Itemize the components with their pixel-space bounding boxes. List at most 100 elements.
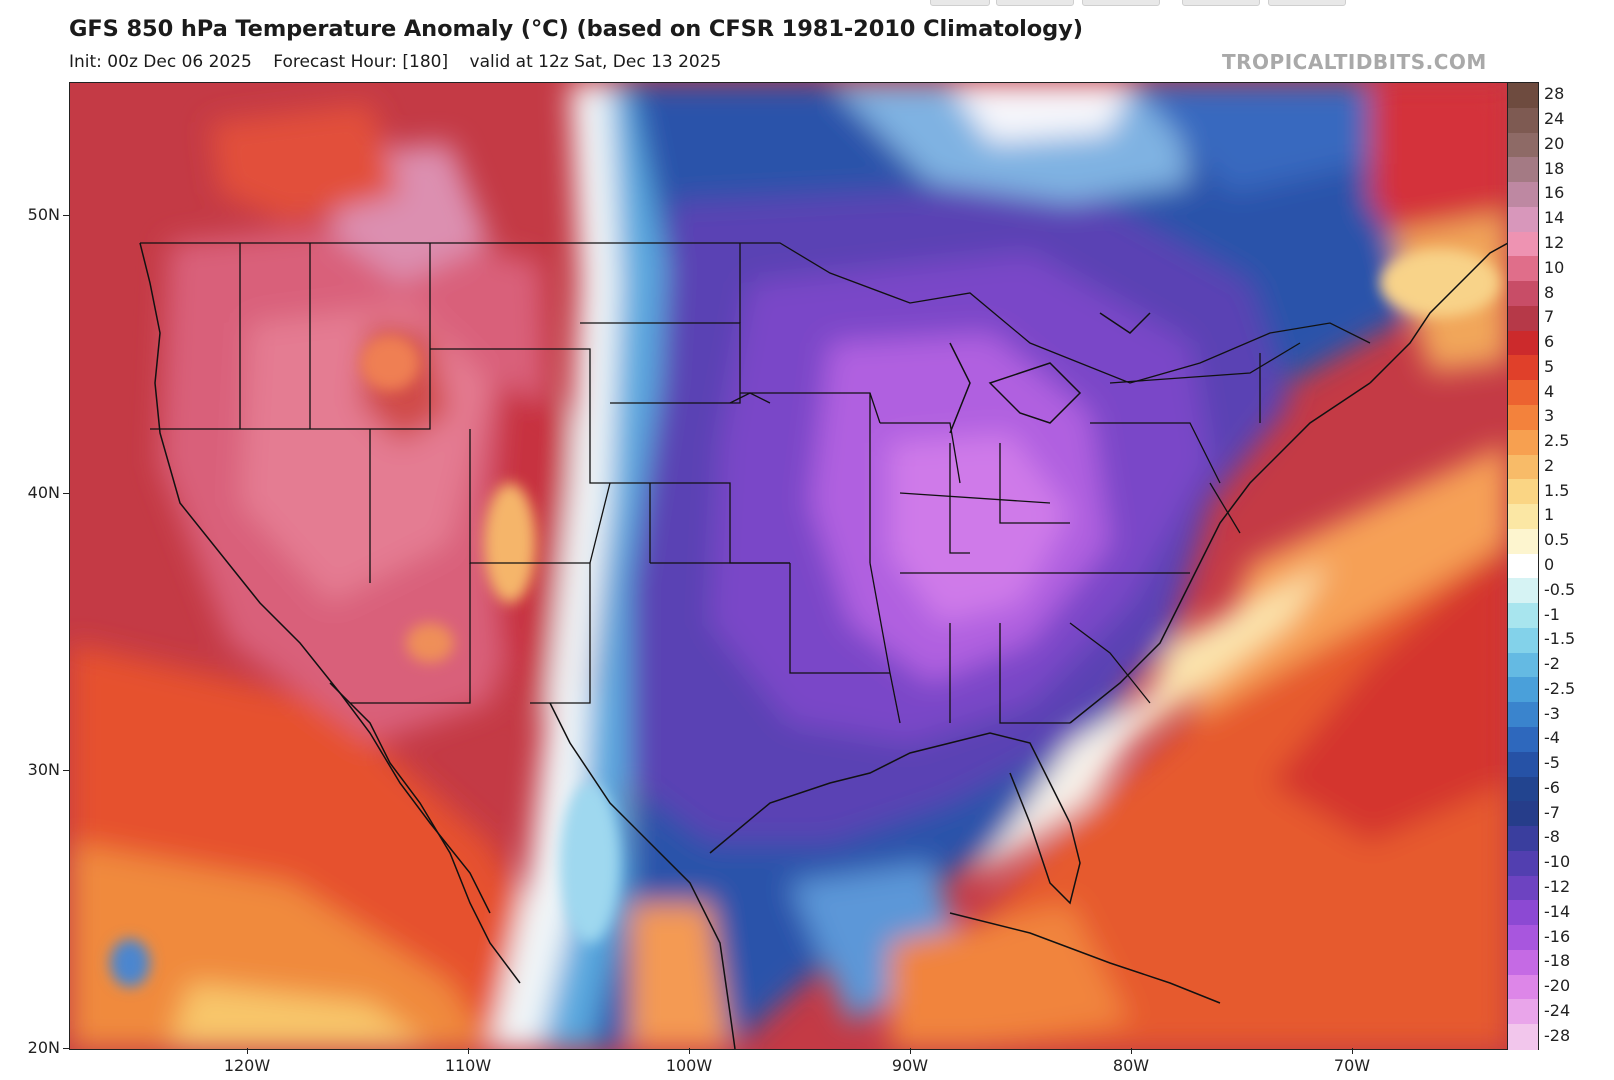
- colorbar-label: 5: [1544, 356, 1555, 376]
- colorbar-swatch: [1508, 603, 1538, 629]
- tab-stub[interactable]: [1268, 0, 1346, 6]
- colorbar-swatch: [1508, 702, 1538, 728]
- map-subtitle: Init: 00z Dec 06 2025 Forecast Hour: [18…: [69, 52, 737, 72]
- coastlines: [139, 242, 1508, 1049]
- colorbar-swatch: [1508, 578, 1538, 604]
- colorbar-label: -14: [1544, 901, 1571, 921]
- colorbar-swatch: [1508, 875, 1538, 901]
- tab-stub[interactable]: [1182, 0, 1260, 6]
- colorbar-label: -10: [1544, 852, 1571, 872]
- colorbar-label: -20: [1544, 976, 1571, 996]
- colorbar-label: 1: [1544, 505, 1555, 525]
- anomaly-map[interactable]: [69, 82, 1509, 1050]
- anomaly-detail: [110, 249, 1500, 987]
- colorbar-swatch: [1508, 553, 1538, 579]
- anomaly-field: [70, 83, 1508, 1049]
- colorbar-swatch: [1508, 974, 1538, 1001]
- colorbar-label: 2.5: [1544, 431, 1570, 451]
- colorbar-label: 24: [1544, 109, 1565, 129]
- lon-tick: [1131, 1048, 1132, 1054]
- tab-stub[interactable]: [996, 0, 1074, 6]
- colorbar-label: 0: [1544, 555, 1555, 574]
- colorbar-swatch: [1508, 1024, 1538, 1050]
- colorbar-swatch: [1508, 107, 1538, 134]
- colorbar-label: 7: [1544, 307, 1555, 327]
- lon-label-120w: 120W: [223, 1056, 271, 1075]
- colorbar-label: 28: [1544, 84, 1565, 104]
- colorbar-label: -4: [1544, 728, 1560, 748]
- init-time: Init: 00z Dec 06 2025: [69, 52, 252, 72]
- colorbar-label: -3: [1544, 703, 1560, 723]
- colorbar-swatch: [1508, 801, 1538, 827]
- lat-label-20n: 20N: [27, 1038, 60, 1057]
- colorbar-swatch: [1508, 999, 1538, 1025]
- colorbar-label: -0.5: [1544, 579, 1576, 599]
- colorbar-label: 8: [1544, 282, 1555, 302]
- colorbar-label: -2.5: [1544, 678, 1576, 698]
- colorbar-swatch: [1508, 429, 1538, 456]
- lon-label-110w: 110W: [444, 1056, 492, 1075]
- colorbar-swatch: [1508, 157, 1538, 183]
- colorbar-label: 12: [1544, 233, 1565, 252]
- colorbar-label: 4: [1544, 381, 1555, 401]
- lat-label-50n: 50N: [27, 205, 60, 224]
- colorbar-label: 0.5: [1544, 530, 1570, 550]
- lon-label-70w: 70W: [1333, 1056, 1371, 1075]
- colorbar-swatch: [1508, 949, 1538, 976]
- colorbar-swatch: [1508, 355, 1538, 381]
- colorbar-swatch: [1508, 652, 1538, 679]
- colorbar-label: 20: [1544, 133, 1565, 153]
- colorbar-swatch: [1508, 776, 1538, 802]
- colorbar-label: 14: [1544, 208, 1565, 228]
- colorbar-label: 1.5: [1544, 480, 1570, 500]
- colorbar-swatch: [1508, 206, 1538, 233]
- map-canvas: [70, 83, 1508, 1049]
- lat-tick: [63, 1048, 69, 1049]
- colorbar-swatch: [1508, 925, 1538, 951]
- lon-tick: [1352, 1048, 1353, 1054]
- colorbar-swatch: [1508, 751, 1538, 778]
- colorbar-swatch: [1508, 256, 1538, 282]
- lon-tick: [247, 1048, 248, 1054]
- colorbar-label: -1: [1544, 604, 1560, 624]
- valid-time: valid at 12z Sat, Dec 13 2025: [469, 52, 722, 72]
- colorbar-swatch: [1508, 479, 1538, 505]
- colorbar-swatch: [1508, 305, 1538, 332]
- colorbar-label: 6: [1544, 332, 1555, 352]
- lat-label-40n: 40N: [27, 483, 60, 502]
- lon-label-100w: 100W: [665, 1056, 713, 1075]
- colorbar-swatch: [1508, 281, 1538, 307]
- colorbar-label: -24: [1544, 1000, 1571, 1020]
- lon-label-90w: 90W: [891, 1056, 929, 1075]
- colorbar-label: 3: [1544, 406, 1555, 426]
- colorbar: [1507, 82, 1539, 1050]
- colorbar-label: -7: [1544, 802, 1560, 822]
- colorbar-swatch: [1508, 231, 1538, 257]
- colorbar-label: -12: [1544, 877, 1571, 896]
- lat-tick: [63, 215, 69, 216]
- colorbar-swatch: [1508, 405, 1538, 431]
- tab-stub[interactable]: [1082, 0, 1160, 6]
- colorbar-swatch: [1508, 528, 1538, 555]
- tab-stub[interactable]: [930, 0, 990, 6]
- colorbar-swatch: [1508, 454, 1538, 480]
- colorbar-label: -8: [1544, 827, 1560, 847]
- colorbar-label: -6: [1544, 777, 1560, 797]
- lat-tick: [63, 493, 69, 494]
- colorbar-swatch: [1508, 826, 1538, 852]
- lat-tick: [63, 770, 69, 771]
- colorbar-swatch: [1508, 627, 1538, 654]
- colorbar-label: -2: [1544, 654, 1560, 674]
- colorbar-swatch: [1508, 850, 1538, 877]
- colorbar-swatch: [1508, 83, 1538, 109]
- colorbar-swatch: [1508, 132, 1538, 158]
- colorbar-label: 18: [1544, 158, 1565, 178]
- colorbar-swatch: [1508, 380, 1538, 406]
- lon-label-80w: 80W: [1112, 1056, 1150, 1075]
- colorbar-label: -5: [1544, 753, 1560, 773]
- lon-tick: [468, 1048, 469, 1054]
- site-watermark: TROPICALTIDBITS.COM: [1222, 50, 1487, 74]
- colorbar-swatch: [1508, 727, 1538, 753]
- colorbar-swatch: [1508, 330, 1538, 357]
- lon-tick: [910, 1048, 911, 1054]
